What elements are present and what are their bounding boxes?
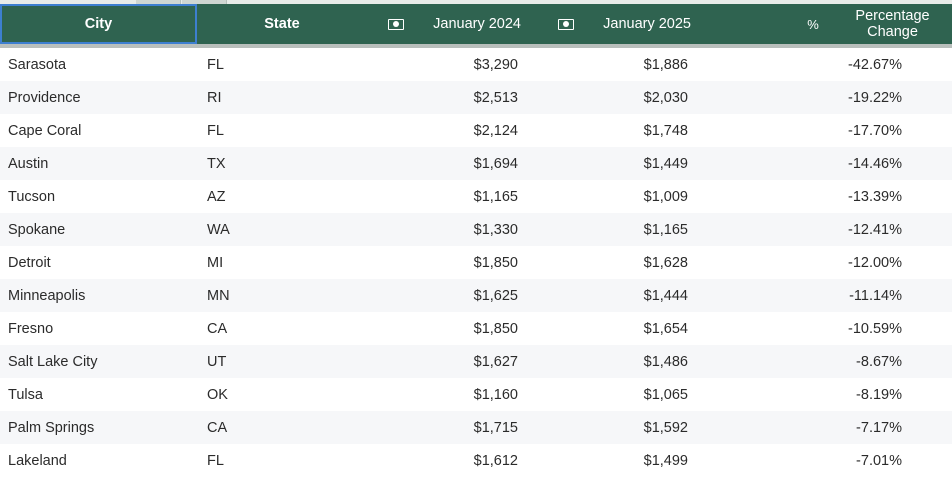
cell-state[interactable]: RI — [197, 81, 367, 114]
table-body: Sarasota FL $3,290 $1,886 -42.67% Providence R… — [0, 46, 952, 477]
cell-city[interactable]: Tucson — [0, 180, 197, 213]
cell-city[interactable]: Palm Springs — [0, 411, 197, 444]
cell-percentage-change[interactable]: -42.67% — [737, 46, 952, 81]
cell-jan-2025[interactable]: $1,628 — [537, 246, 737, 279]
column-header-label: State — [264, 16, 300, 32]
cell-percentage-change[interactable]: -10.59% — [737, 312, 952, 345]
cell-jan-2024[interactable]: $1,694 — [367, 147, 537, 180]
cell-city[interactable]: Fresno — [0, 312, 197, 345]
table-row[interactable]: Austin TX $1,694 $1,449 -14.46% — [0, 147, 952, 180]
table-row[interactable]: Tucson AZ $1,165 $1,009 -13.39% — [0, 180, 952, 213]
column-header-label: January 2024 — [433, 16, 521, 32]
cell-city[interactable]: Cape Coral — [0, 114, 197, 147]
sheet-tab[interactable] — [182, 0, 227, 4]
cell-jan-2025[interactable]: $1,065 — [537, 378, 737, 411]
sheet-tab-strip — [0, 0, 952, 4]
cell-state[interactable]: MI — [197, 246, 367, 279]
table-row[interactable]: Palm Springs CA $1,715 $1,592 -7.17% — [0, 411, 952, 444]
cell-state[interactable]: TX — [197, 147, 367, 180]
cell-jan-2025[interactable]: $1,449 — [537, 147, 737, 180]
column-header-jan-2025[interactable]: January 2025 — [537, 4, 737, 48]
column-header-percentage-change[interactable]: % Percentage Change — [737, 4, 952, 48]
table-row[interactable]: Cape Coral FL $2,124 $1,748 -17.70% — [0, 114, 952, 147]
table-row[interactable]: Providence RI $2,513 $2,030 -19.22% — [0, 81, 952, 114]
table-row[interactable]: Sarasota FL $3,290 $1,886 -42.67% — [0, 46, 952, 81]
cell-percentage-change[interactable]: -7.17% — [737, 411, 952, 444]
table-row[interactable]: Lakeland FL $1,612 $1,499 -7.01% — [0, 444, 952, 477]
cell-jan-2024[interactable]: $1,627 — [367, 345, 537, 378]
column-header-jan-2024[interactable]: January 2024 — [367, 4, 537, 48]
cell-state[interactable]: FL — [197, 46, 367, 81]
cell-city[interactable]: Providence — [0, 81, 197, 114]
cell-percentage-change[interactable]: -11.14% — [737, 279, 952, 312]
cell-jan-2024[interactable]: $1,850 — [367, 246, 537, 279]
cell-jan-2024[interactable]: $1,850 — [367, 312, 537, 345]
percent-icon: % — [807, 16, 819, 32]
cell-state[interactable]: MN — [197, 279, 367, 312]
money-icon — [558, 18, 575, 30]
table-row[interactable]: Fresno CA $1,850 $1,654 -10.59% — [0, 312, 952, 345]
sheet-tab[interactable] — [136, 0, 181, 4]
cell-jan-2024[interactable]: $1,330 — [367, 213, 537, 246]
cell-jan-2025[interactable]: $1,486 — [537, 345, 737, 378]
column-header-label: City — [84, 16, 113, 32]
cell-city[interactable]: Salt Lake City — [0, 345, 197, 378]
table-row[interactable]: Spokane WA $1,330 $1,165 -12.41% — [0, 213, 952, 246]
cell-state[interactable]: CA — [197, 411, 367, 444]
cell-jan-2025[interactable]: $2,030 — [537, 81, 737, 114]
cell-state[interactable]: FL — [197, 114, 367, 147]
cell-jan-2024[interactable]: $2,513 — [367, 81, 537, 114]
cell-percentage-change[interactable]: -12.00% — [737, 246, 952, 279]
cell-jan-2025[interactable]: $1,444 — [537, 279, 737, 312]
table-row[interactable]: Salt Lake City UT $1,627 $1,486 -8.67% — [0, 345, 952, 378]
data-table: City State January 2024 January 2025 — [0, 4, 952, 477]
cell-jan-2025[interactable]: $1,654 — [537, 312, 737, 345]
cell-percentage-change[interactable]: -13.39% — [737, 180, 952, 213]
cell-jan-2024[interactable]: $3,290 — [367, 46, 537, 81]
column-header-label: January 2025 — [603, 16, 691, 32]
cell-state[interactable]: CA — [197, 312, 367, 345]
cell-percentage-change[interactable]: -19.22% — [737, 81, 952, 114]
cell-jan-2025[interactable]: $1,009 — [537, 180, 737, 213]
cell-state[interactable]: AZ — [197, 180, 367, 213]
header-row: City State January 2024 January 2025 — [0, 4, 952, 48]
cell-city[interactable]: Spokane — [0, 213, 197, 246]
cell-jan-2024[interactable]: $1,612 — [367, 444, 537, 477]
cell-jan-2024[interactable]: $1,625 — [367, 279, 537, 312]
cell-state[interactable]: OK — [197, 378, 367, 411]
cell-jan-2025[interactable]: $1,748 — [537, 114, 737, 147]
table-row[interactable]: Minneapolis MN $1,625 $1,444 -11.14% — [0, 279, 952, 312]
cell-state[interactable]: UT — [197, 345, 367, 378]
cell-jan-2025[interactable]: $1,165 — [537, 213, 737, 246]
cell-percentage-change[interactable]: -14.46% — [737, 147, 952, 180]
cell-percentage-change[interactable]: -17.70% — [737, 114, 952, 147]
cell-percentage-change[interactable]: -8.19% — [737, 378, 952, 411]
table-row[interactable]: Detroit MI $1,850 $1,628 -12.00% — [0, 246, 952, 279]
column-header-state[interactable]: State — [197, 4, 367, 48]
cell-jan-2025[interactable]: $1,886 — [537, 46, 737, 81]
cell-percentage-change[interactable]: -8.67% — [737, 345, 952, 378]
column-header-city[interactable]: City — [0, 4, 197, 48]
table-row[interactable]: Tulsa OK $1,160 $1,065 -8.19% — [0, 378, 952, 411]
cell-jan-2024[interactable]: $1,160 — [367, 378, 537, 411]
cell-jan-2025[interactable]: $1,592 — [537, 411, 737, 444]
cell-city[interactable]: Austin — [0, 147, 197, 180]
cell-state[interactable]: WA — [197, 213, 367, 246]
money-icon — [388, 18, 405, 30]
column-header-label: Percentage Change — [855, 8, 930, 40]
cell-city[interactable]: Lakeland — [0, 444, 197, 477]
cell-percentage-change[interactable]: -7.01% — [737, 444, 952, 477]
cell-jan-2024[interactable]: $1,715 — [367, 411, 537, 444]
cell-city[interactable]: Sarasota — [0, 46, 197, 81]
cell-jan-2024[interactable]: $1,165 — [367, 180, 537, 213]
cell-jan-2024[interactable]: $2,124 — [367, 114, 537, 147]
cell-state[interactable]: FL — [197, 444, 367, 477]
cell-city[interactable]: Minneapolis — [0, 279, 197, 312]
cell-percentage-change[interactable]: -12.41% — [737, 213, 952, 246]
cell-jan-2025[interactable]: $1,499 — [537, 444, 737, 477]
cell-city[interactable]: Detroit — [0, 246, 197, 279]
cell-city[interactable]: Tulsa — [0, 378, 197, 411]
